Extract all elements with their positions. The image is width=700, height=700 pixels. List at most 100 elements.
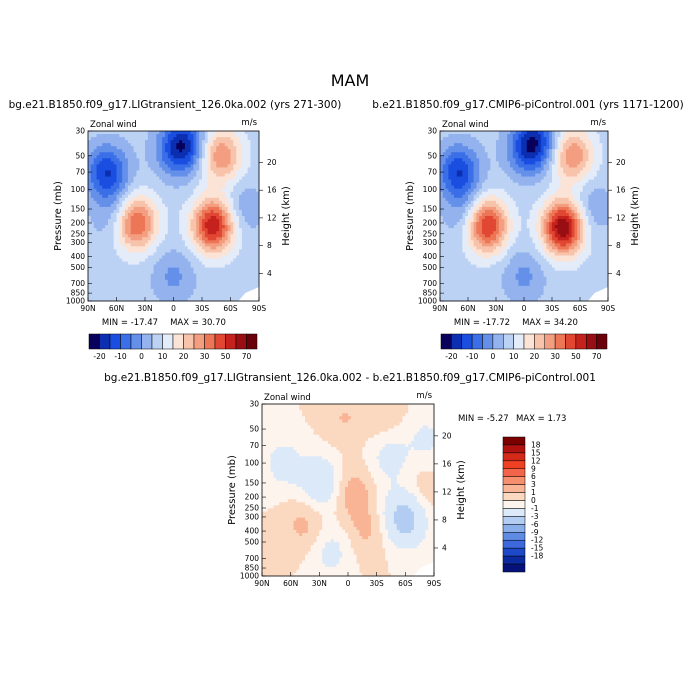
contour-cell bbox=[484, 282, 488, 287]
contour-cell bbox=[147, 173, 152, 177]
contour-cell bbox=[227, 197, 231, 202]
contour-cell bbox=[93, 228, 97, 232]
contour-cell bbox=[139, 282, 143, 287]
contour-cell bbox=[244, 267, 248, 272]
contour-cell bbox=[445, 288, 449, 293]
contour-cell bbox=[487, 288, 491, 293]
contour-cell bbox=[501, 197, 505, 202]
contour-cell bbox=[207, 273, 211, 278]
contour-cell bbox=[139, 252, 143, 256]
contour-cell bbox=[164, 240, 169, 244]
contour-cell bbox=[239, 237, 243, 241]
contour-cell bbox=[233, 288, 237, 293]
contour-cell bbox=[162, 212, 166, 217]
contour-cell bbox=[93, 140, 97, 144]
contour-cell bbox=[199, 216, 203, 220]
contour-cell bbox=[153, 191, 157, 196]
contour-cell bbox=[142, 240, 146, 244]
contour-cell bbox=[116, 240, 120, 244]
contour-cell bbox=[116, 164, 120, 168]
contour-cell bbox=[162, 282, 166, 287]
contour-cell bbox=[125, 279, 129, 284]
contour-cell bbox=[468, 146, 472, 150]
contour-cell bbox=[470, 131, 474, 135]
contour-cell bbox=[204, 194, 209, 199]
contour-cell bbox=[190, 285, 194, 290]
contour-cell bbox=[241, 288, 246, 293]
contour-cell bbox=[162, 185, 166, 190]
contour-cell bbox=[496, 203, 500, 208]
contour-cell bbox=[465, 249, 469, 253]
contour-cell bbox=[216, 164, 220, 168]
contour-cell bbox=[159, 179, 163, 184]
contour-cell bbox=[247, 273, 251, 278]
contour-cell bbox=[236, 234, 240, 238]
contour-cell bbox=[136, 134, 140, 138]
contour-cell bbox=[490, 134, 494, 138]
contour-cell bbox=[116, 137, 120, 141]
contour-cell bbox=[122, 234, 126, 238]
contour-cell bbox=[202, 188, 206, 193]
contour-cell bbox=[193, 252, 197, 256]
contour-cell bbox=[145, 258, 149, 262]
contour-cell bbox=[501, 243, 505, 247]
contour-cell bbox=[512, 200, 516, 205]
contour-cell bbox=[230, 258, 234, 262]
contour-cell bbox=[88, 176, 92, 180]
contour-cell bbox=[250, 143, 254, 147]
contour-cell bbox=[247, 158, 251, 162]
contour-cell bbox=[193, 188, 197, 193]
contour-cell bbox=[496, 137, 500, 141]
contour-cell bbox=[179, 225, 183, 229]
contour-cell bbox=[127, 249, 132, 253]
contour-cell bbox=[465, 261, 469, 265]
contour-cell bbox=[493, 149, 497, 153]
contour-cell bbox=[459, 158, 463, 162]
contour-cell bbox=[510, 297, 514, 302]
contour-cell bbox=[454, 152, 458, 156]
contour-cell bbox=[119, 200, 123, 205]
contour-cell bbox=[173, 234, 177, 238]
contour-cell bbox=[507, 276, 511, 281]
contour-cell bbox=[199, 222, 203, 226]
contour-cell bbox=[125, 288, 129, 293]
contour-cell bbox=[501, 191, 505, 196]
contour-cell bbox=[88, 158, 92, 162]
contour-cell bbox=[116, 176, 120, 180]
contour-cell bbox=[136, 185, 140, 190]
contour-cell bbox=[442, 249, 446, 253]
contour-cell bbox=[250, 203, 254, 208]
contour-cell bbox=[164, 176, 169, 180]
contour-cell bbox=[156, 167, 160, 171]
contour-cell bbox=[164, 252, 169, 256]
contour-cell bbox=[119, 243, 123, 247]
contour-cell bbox=[153, 261, 157, 265]
contour-cell bbox=[139, 134, 143, 138]
contour-cell bbox=[230, 234, 234, 238]
contour-cell bbox=[96, 270, 100, 275]
contour-cell bbox=[93, 167, 97, 171]
contour-cell bbox=[507, 173, 511, 177]
contour-cell bbox=[159, 131, 163, 135]
contour-cell bbox=[99, 182, 103, 187]
contour-cell bbox=[179, 222, 183, 226]
contour-cell bbox=[213, 225, 217, 229]
contour-cell bbox=[496, 149, 500, 153]
contour-cell bbox=[184, 279, 189, 284]
contour-cell bbox=[130, 246, 134, 250]
contour-cell bbox=[145, 273, 149, 278]
contour-cell bbox=[470, 234, 474, 238]
contour-cell bbox=[250, 240, 254, 244]
contour-cell bbox=[476, 267, 480, 272]
contour-cell bbox=[487, 258, 491, 262]
contour-cell bbox=[184, 222, 189, 226]
contour-cell bbox=[244, 240, 248, 244]
contour-cell bbox=[236, 146, 240, 150]
contour-cell bbox=[159, 291, 163, 296]
contour-cell bbox=[176, 246, 180, 250]
contour-cell bbox=[130, 131, 134, 135]
contour-cell bbox=[244, 191, 248, 196]
contour-cell bbox=[448, 161, 452, 165]
contour-cell bbox=[515, 212, 519, 217]
contour-cell bbox=[113, 219, 117, 223]
